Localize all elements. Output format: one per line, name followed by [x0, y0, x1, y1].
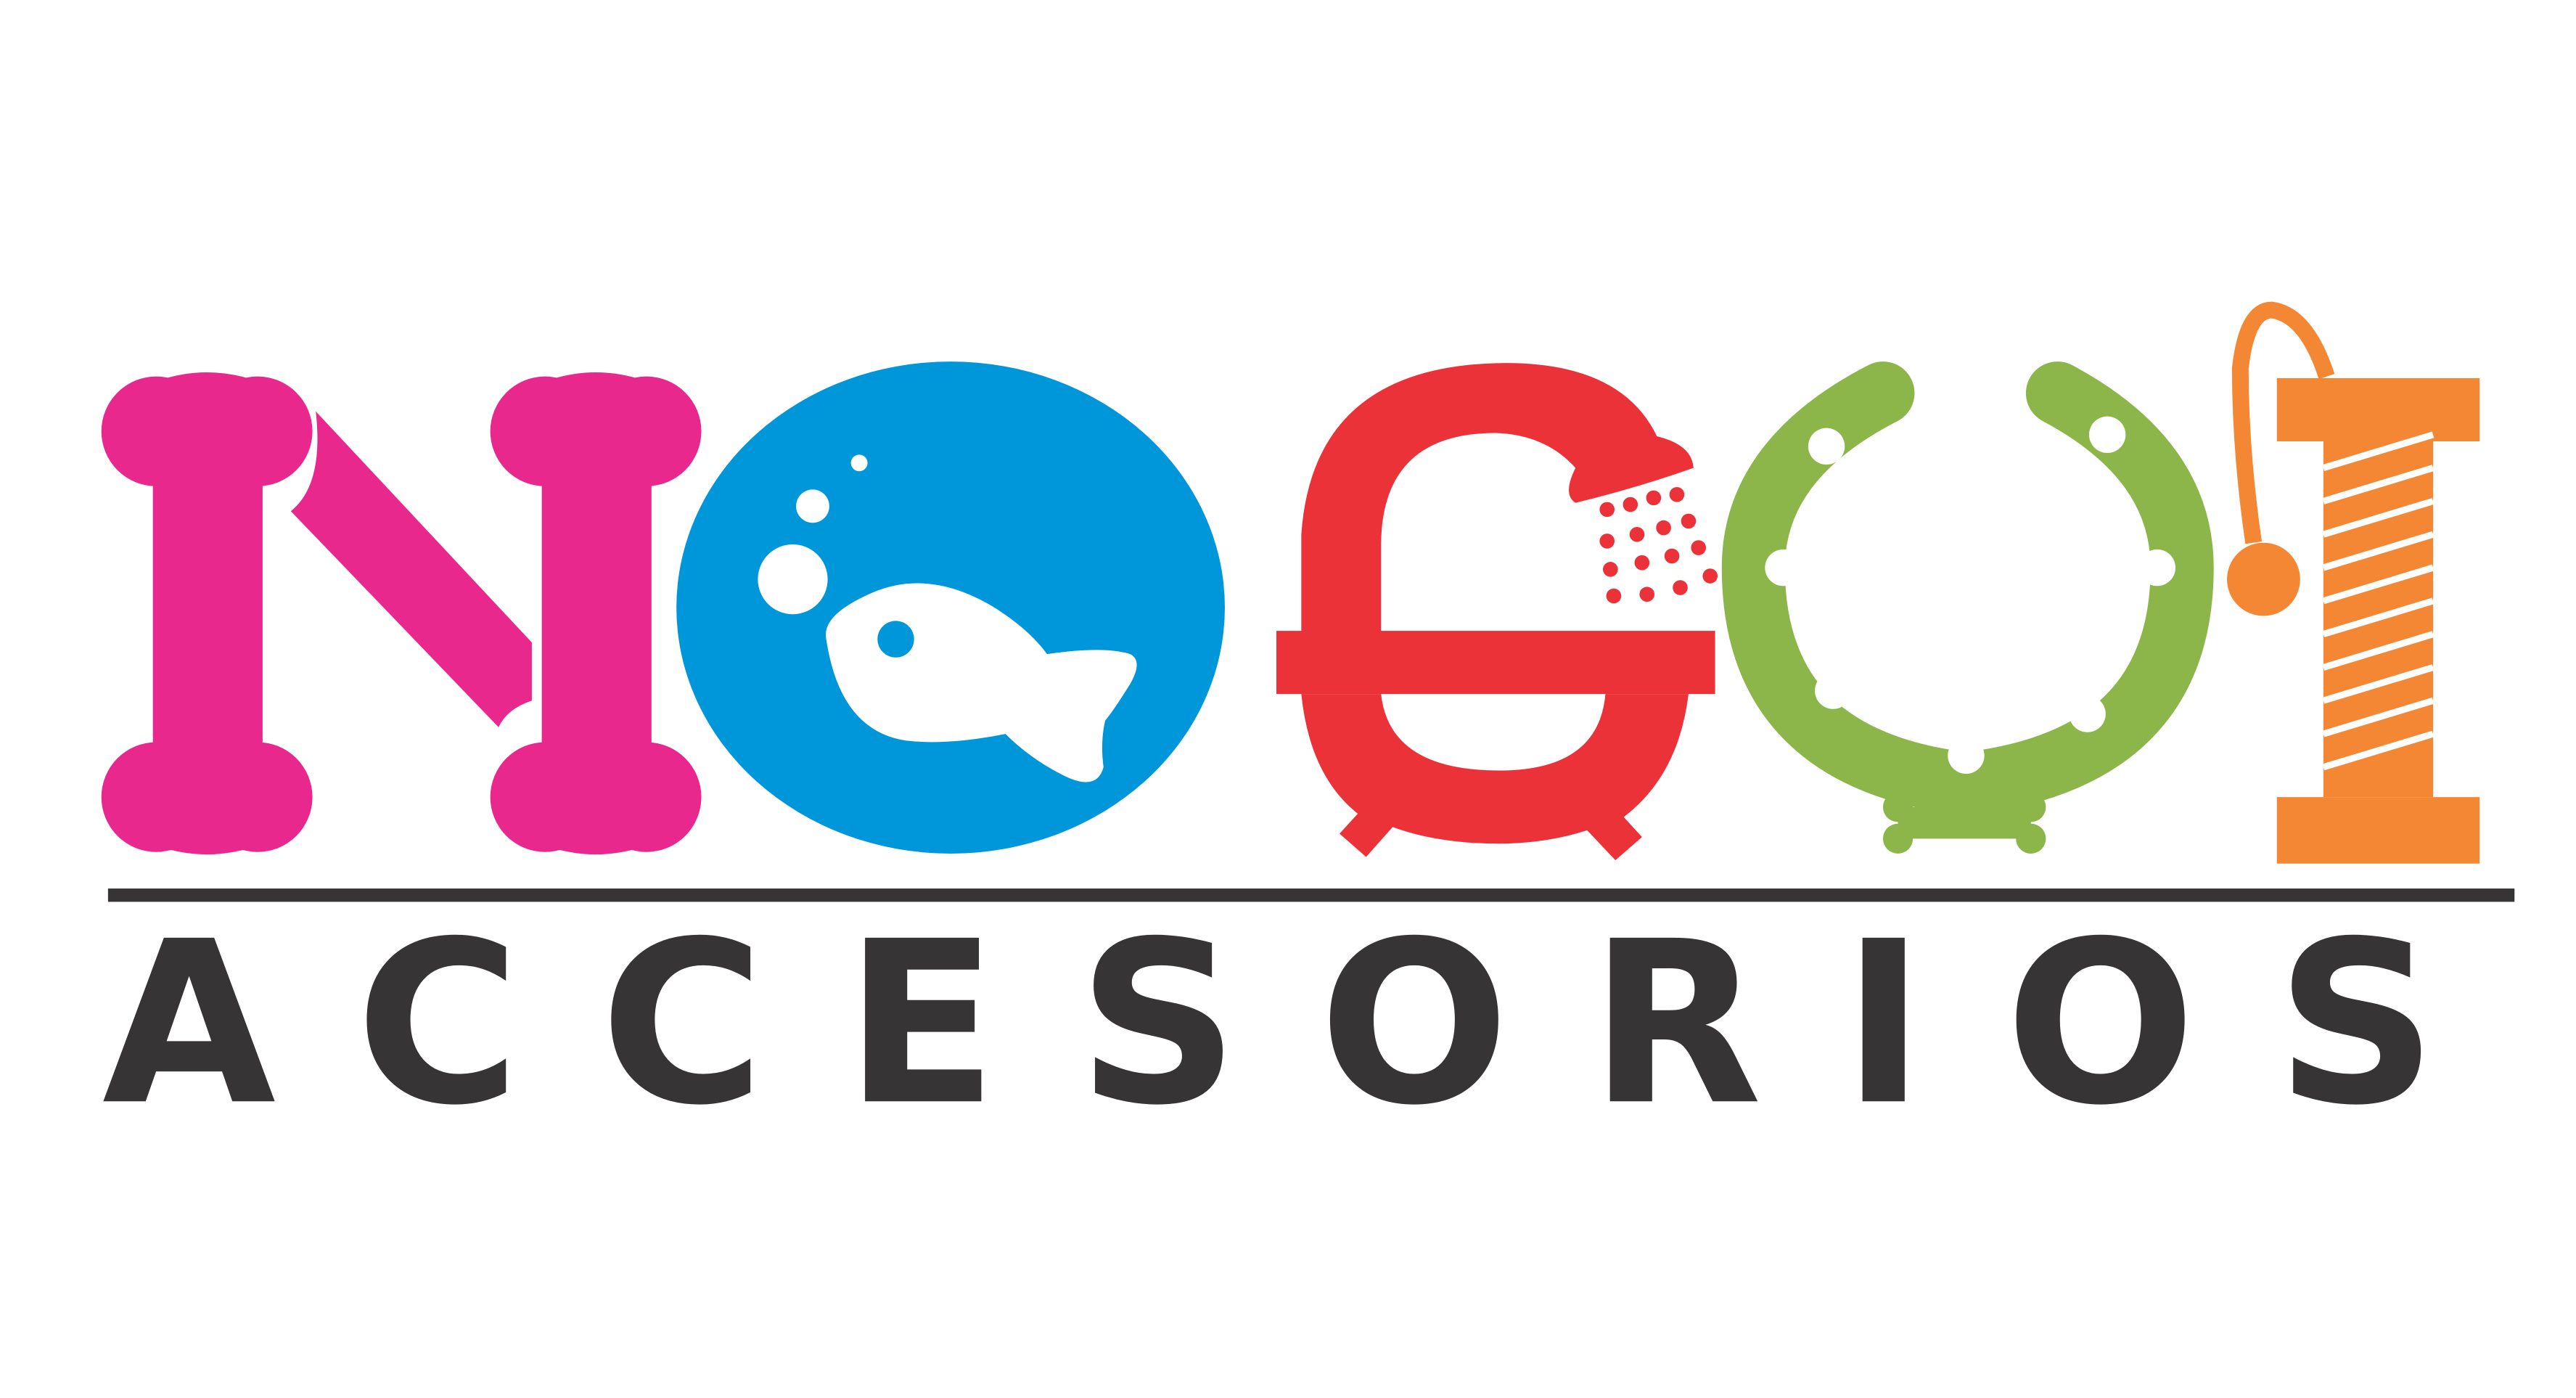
- water-drops-icon: [1599, 486, 1718, 604]
- small-bone-icon: [1882, 787, 2046, 854]
- shower-letter-g-icon: [1276, 363, 1718, 861]
- bone-letter-n-icon: [101, 372, 702, 855]
- tagline: ACCESORIOS: [102, 893, 2517, 1154]
- bubble-icon: [796, 489, 829, 523]
- bubble-icon: [758, 544, 828, 615]
- wordmark: [101, 301, 2480, 864]
- toy-ball-icon: [2227, 542, 2300, 616]
- right-bone-icon: [490, 372, 702, 855]
- scratching-post-letter-i-icon: [2227, 301, 2480, 864]
- bubble-icon: [850, 454, 868, 472]
- fish-eye-icon: [877, 621, 914, 658]
- left-bone-icon: [101, 372, 313, 855]
- divider-line: [107, 888, 2515, 902]
- n-diagonal-icon: [290, 411, 532, 727]
- fishbowl-letter-o-icon: [676, 361, 1225, 854]
- horseshoe-letter-u-icon: [1721, 361, 2214, 854]
- toy-string-icon: [2231, 301, 2335, 544]
